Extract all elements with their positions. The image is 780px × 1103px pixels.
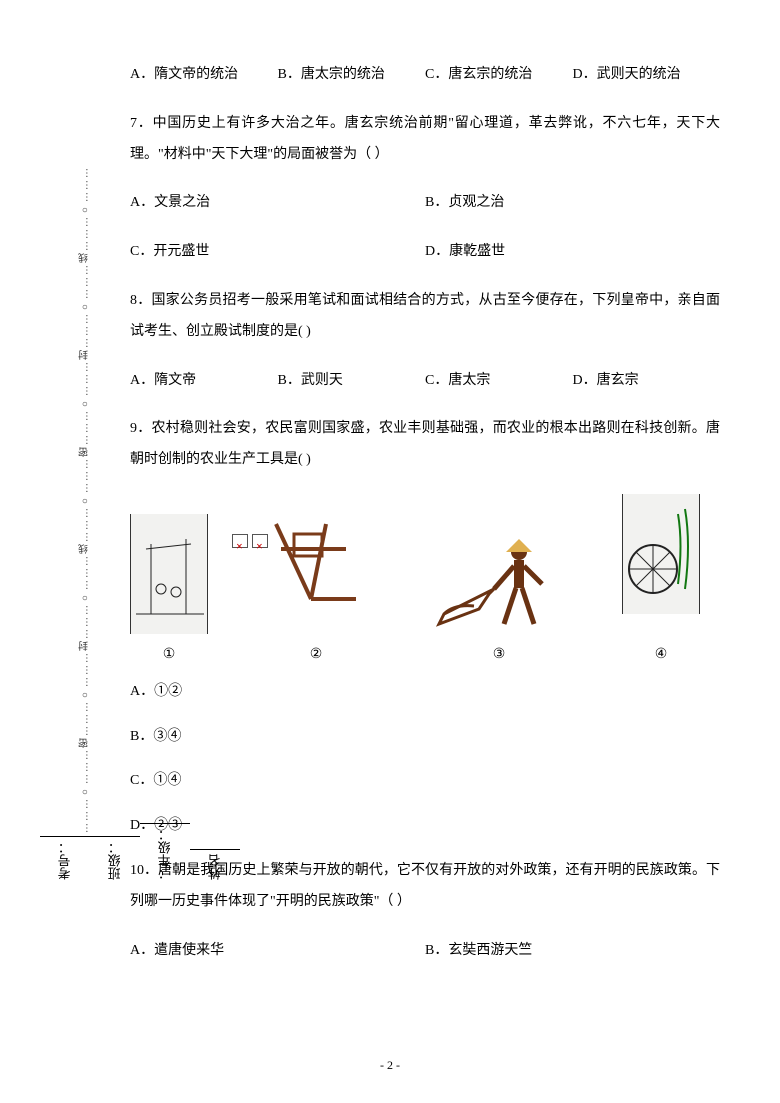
q9-option-a: A．①② — [130, 677, 720, 708]
q7-text: 7．中国历史上有许多大治之年。唐玄宗统治前期"留心理道，革去弊讹，不六七年，天下… — [130, 109, 720, 171]
scene-icon — [131, 514, 207, 634]
figure-1-cell: ① — [130, 514, 208, 671]
figure-3-cell: ③ — [424, 534, 574, 671]
figure-2-cell: ② — [256, 514, 376, 671]
farmer-plow-icon — [424, 534, 574, 634]
q9-text: 9．农村稳则社会安，农民富则国家盛，农业丰则基础强，而农业的根本出路则在科技创新… — [130, 414, 720, 476]
q10-text: 10．唐朝是我国历史上繁荣与开放的朝代，它不仅有开放的对外政策，还有开明的民族政… — [130, 856, 720, 918]
exam-content: A．隋文帝的统治 B．唐太宗的统治 C．唐玄宗的统治 D．武则天的统治 7．中国… — [130, 60, 720, 984]
q9-figures: ① ② — [130, 494, 720, 671]
figure-4-image — [622, 494, 700, 614]
figure-4-cell: ④ — [622, 494, 700, 671]
figure-1-image — [130, 514, 208, 634]
q7-options-row1: A．文景之治 B．贞观之治 — [130, 188, 720, 219]
q8-options: A．隋文帝 B．武则天 C．唐太宗 D．唐玄宗 — [130, 366, 720, 397]
answer-sheet-sidebar: 考号： 班级： ：年级： 姓名 ………○………密………○………封………○………线… — [40, 120, 100, 880]
q9-option-d: D．②③ — [130, 811, 720, 842]
class-text: 班级： — [106, 841, 125, 880]
sidebar-label-column: 考号： 班级： ：年级： 姓名 — [40, 120, 70, 880]
q7-option-a: A．文景之治 — [130, 188, 425, 219]
figure-1-label: ① — [163, 640, 176, 671]
q10-option-b: B．玄奘西游天竺 — [425, 936, 720, 967]
q8-text: 8．国家公务员招考一般采用笔试和面试相结合的方式，从古至今便存在，下列皇帝中，亲… — [130, 286, 720, 348]
exam-id-text: 考号： — [56, 841, 75, 880]
plow-tool-icon — [256, 514, 376, 614]
q8-option-d: D．唐玄宗 — [573, 366, 721, 397]
q7-option-d: D．康乾盛世 — [425, 237, 720, 268]
q9-option-b: B．③④ — [130, 722, 720, 753]
seal-line: ………○………密………○………封………○………线………○………密………○………封… — [75, 120, 95, 880]
q7-options-row2: C．开元盛世 D．康乾盛世 — [130, 237, 720, 268]
figure-2-image — [256, 514, 376, 614]
waterwheel-icon — [623, 494, 699, 614]
q9-option-c: C．①④ — [130, 766, 720, 797]
q10-option-a: A．遣唐使来华 — [130, 936, 425, 967]
q10-options-row1: A．遣唐使来华 B．玄奘西游天竺 — [130, 936, 720, 967]
q6-option-c: C．唐玄宗的统治 — [425, 60, 573, 91]
figure-4-label: ④ — [655, 640, 668, 671]
q8-option-a: A．隋文帝 — [130, 366, 278, 397]
page-number: - 2 - — [0, 1058, 780, 1073]
q6-option-b: B．唐太宗的统治 — [278, 60, 426, 91]
q7-option-c: C．开元盛世 — [130, 237, 425, 268]
q6-option-a: A．隋文帝的统治 — [130, 60, 278, 91]
q6-option-d: D．武则天的统治 — [573, 60, 721, 91]
q8-option-b: B．武则天 — [278, 366, 426, 397]
figure-2-label: ② — [310, 640, 323, 671]
broken-image-icon — [232, 534, 248, 548]
q7-option-b: B．贞观之治 — [425, 188, 720, 219]
figure-3-image — [424, 534, 574, 634]
q8-option-c: C．唐太宗 — [425, 366, 573, 397]
figure-3-label: ③ — [493, 640, 506, 671]
q6-options: A．隋文帝的统治 B．唐太宗的统治 C．唐玄宗的统治 D．武则天的统治 — [130, 60, 720, 91]
